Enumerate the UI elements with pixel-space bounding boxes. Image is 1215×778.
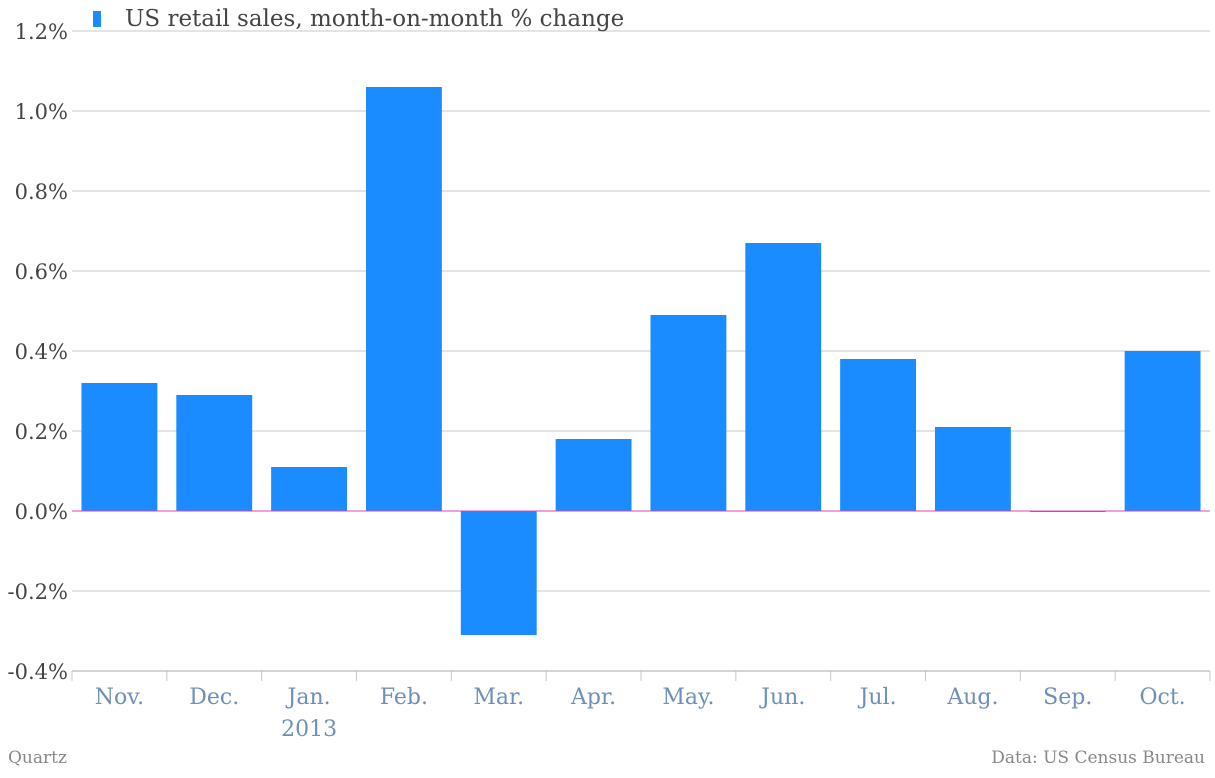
- bar: [840, 359, 917, 511]
- y-tick-label: -0.2%: [8, 580, 68, 604]
- data-source-label: Data: US Census Bureau: [991, 748, 1205, 768]
- x-tick-label: Apr.: [570, 685, 616, 710]
- x-tick-label: Feb.: [380, 685, 428, 710]
- x-tick-label: Oct.: [1139, 685, 1185, 710]
- bar: [650, 315, 727, 511]
- x-tick-sublabel: 2013: [281, 717, 337, 742]
- y-tick-label: 0.2%: [15, 420, 68, 444]
- bar: [1124, 351, 1201, 511]
- y-tick-label: 1.0%: [15, 100, 68, 124]
- bar: [934, 427, 1011, 511]
- legend-label: US retail sales, month-on-month % change: [125, 6, 625, 32]
- y-tick-label: -0.4%: [8, 660, 68, 684]
- x-tick-label: Jun.: [759, 685, 805, 710]
- credit-label: Quartz: [8, 748, 67, 768]
- bar: [81, 383, 158, 511]
- legend-swatch: [93, 11, 101, 27]
- x-tick-label: Nov.: [95, 685, 144, 710]
- bar: [176, 395, 253, 511]
- y-tick-label: 0.0%: [15, 500, 68, 524]
- bar: [745, 243, 822, 511]
- y-tick-label: 0.8%: [15, 180, 68, 204]
- bar: [460, 511, 537, 635]
- x-tick-label: May.: [662, 685, 714, 710]
- y-tick-label: 1.2%: [15, 20, 68, 44]
- bar: [555, 439, 632, 511]
- x-tick-label: Dec.: [189, 685, 239, 710]
- bar: [271, 467, 348, 511]
- x-tick-label: Mar.: [473, 685, 524, 710]
- x-tick-label: Aug.: [946, 685, 998, 710]
- bar: [365, 87, 442, 511]
- x-tick-label: Jan.: [286, 685, 331, 710]
- chart-legend: US retail sales, month-on-month % change: [93, 6, 624, 32]
- y-tick-label: 0.4%: [15, 340, 68, 364]
- x-tick-label: Jul.: [858, 685, 897, 710]
- x-tick-label: Sep.: [1043, 685, 1092, 710]
- y-tick-label: 0.6%: [15, 260, 68, 284]
